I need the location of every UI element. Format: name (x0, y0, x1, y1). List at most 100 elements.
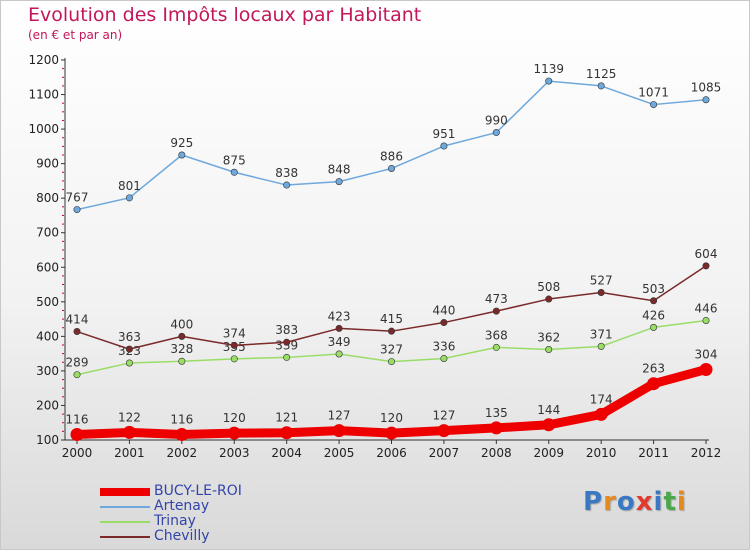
data-label: 886 (380, 149, 403, 163)
legend-label: Chevilly (154, 528, 210, 544)
data-label: 848 (328, 163, 351, 177)
data-label: 767 (66, 191, 89, 205)
data-label: 446 (695, 301, 718, 315)
x-tick-label: 2004 (271, 446, 302, 460)
data-point (283, 338, 291, 346)
x-tick-label: 2000 (62, 446, 93, 460)
data-label: 925 (170, 136, 193, 150)
data-point (178, 357, 186, 365)
data-label: 304 (695, 348, 718, 362)
x-tick-label: 2002 (167, 446, 198, 460)
data-point (283, 181, 291, 189)
y-tick-label: 800 (36, 191, 59, 205)
legend-label: Artenay (154, 498, 210, 514)
data-point (647, 377, 661, 391)
data-point (440, 354, 448, 362)
y-tick-label: 1000 (28, 122, 59, 136)
data-label: 383 (275, 323, 298, 337)
data-point (492, 307, 500, 315)
data-point (385, 426, 398, 440)
data-point (335, 178, 343, 186)
data-point (230, 355, 238, 363)
data-label: 990 (485, 114, 508, 128)
data-label: 363 (118, 330, 141, 344)
data-label: 1071 (638, 86, 669, 100)
data-point (440, 142, 448, 150)
data-label: 440 (432, 304, 455, 318)
y-tick-label: 500 (36, 295, 59, 309)
data-label: 336 (432, 339, 455, 353)
y-tick-label: 900 (36, 157, 59, 171)
data-point (597, 342, 605, 350)
x-tick-label: 2012 (691, 446, 722, 460)
data-label: 426 (642, 308, 665, 322)
data-point (178, 151, 186, 159)
data-point (594, 407, 608, 421)
data-label: 838 (275, 166, 298, 180)
data-label: 120 (223, 411, 246, 425)
data-label: 527 (590, 273, 613, 287)
data-label: 414 (66, 313, 89, 327)
data-point (699, 363, 713, 377)
data-point (545, 77, 553, 85)
legend-label: Trinay (154, 513, 196, 529)
data-label: 135 (485, 406, 508, 420)
x-tick-label: 2011 (638, 446, 669, 460)
legend-swatch (100, 506, 150, 508)
data-point (437, 424, 451, 438)
data-point (73, 328, 81, 336)
x-tick-label: 2006 (376, 446, 407, 460)
data-label: 127 (328, 409, 351, 423)
data-point (280, 426, 294, 440)
data-point (125, 359, 133, 367)
data-label: 1139 (533, 62, 564, 76)
data-point (650, 101, 658, 109)
data-point (702, 262, 710, 270)
data-label: 400 (170, 317, 193, 331)
data-label: 801 (118, 179, 141, 193)
legend-swatch (100, 488, 150, 496)
y-tick-label: 700 (36, 226, 59, 240)
data-label: 1085 (691, 81, 722, 95)
data-label: 263 (642, 362, 665, 376)
data-point (230, 341, 238, 349)
x-tick-label: 2001 (114, 446, 145, 460)
x-tick-label: 2009 (533, 446, 564, 460)
data-label: 508 (537, 280, 560, 294)
data-point (597, 82, 605, 90)
y-tick-label: 100 (36, 433, 59, 447)
data-label: 1125 (586, 67, 617, 81)
data-label: 473 (485, 292, 508, 306)
data-label: 122 (118, 410, 141, 424)
data-label: 328 (170, 342, 193, 356)
proxiti-logo: Proxiti (583, 487, 687, 517)
data-point (702, 316, 710, 324)
x-tick-label: 2003 (219, 446, 250, 460)
chart-subtitle: (en € et par an) (28, 28, 123, 42)
y-tick-label: 1100 (28, 88, 59, 102)
data-point (283, 353, 291, 361)
data-point (542, 418, 556, 432)
data-point (650, 297, 658, 305)
data-label: 423 (328, 309, 351, 323)
y-tick-label: 1200 (28, 53, 59, 67)
data-label: 875 (223, 153, 246, 167)
data-point (122, 425, 136, 439)
chart-title: Evolution des Impôts locaux par Habitant (28, 4, 422, 26)
data-point (489, 421, 503, 435)
data-label: 127 (432, 409, 455, 423)
y-tick-label: 300 (36, 364, 59, 378)
legend-swatch (100, 536, 150, 538)
data-point (335, 350, 343, 358)
data-point (230, 168, 238, 176)
data-label: 374 (223, 326, 246, 340)
x-tick-label: 2010 (586, 446, 617, 460)
data-label: 349 (328, 335, 351, 349)
data-point (332, 424, 346, 438)
data-point (387, 327, 395, 335)
data-label: 415 (380, 312, 403, 326)
data-point (70, 427, 84, 441)
data-label: 951 (432, 127, 455, 141)
data-label: 116 (66, 412, 89, 426)
